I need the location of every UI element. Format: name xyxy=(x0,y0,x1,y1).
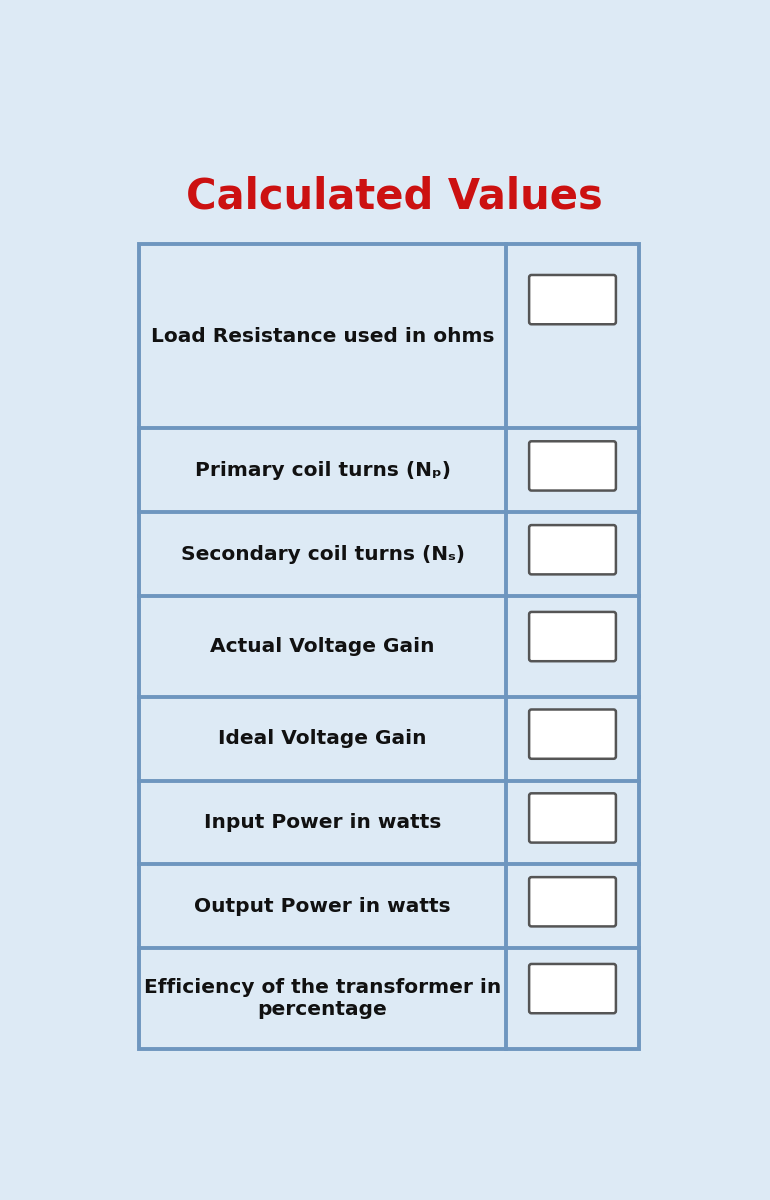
FancyBboxPatch shape xyxy=(529,793,616,842)
FancyBboxPatch shape xyxy=(529,709,616,758)
Text: Output Power in watts: Output Power in watts xyxy=(194,896,451,916)
FancyBboxPatch shape xyxy=(529,526,616,575)
FancyBboxPatch shape xyxy=(529,964,616,1013)
Text: Ideal Voltage Gain: Ideal Voltage Gain xyxy=(219,730,427,748)
Text: Load Resistance used in ohms: Load Resistance used in ohms xyxy=(151,326,494,346)
FancyBboxPatch shape xyxy=(529,612,616,661)
FancyBboxPatch shape xyxy=(529,442,616,491)
Text: Actual Voltage Gain: Actual Voltage Gain xyxy=(210,637,435,656)
Text: Primary coil turns (Nₚ): Primary coil turns (Nₚ) xyxy=(195,461,450,480)
Bar xyxy=(139,244,639,1049)
Text: Calculated Values: Calculated Values xyxy=(186,175,603,217)
Text: Secondary coil turns (Nₛ): Secondary coil turns (Nₛ) xyxy=(181,545,464,564)
Text: Input Power in watts: Input Power in watts xyxy=(204,812,441,832)
FancyBboxPatch shape xyxy=(529,877,616,926)
Text: Efficiency of the transformer in
percentage: Efficiency of the transformer in percent… xyxy=(144,978,501,1019)
FancyBboxPatch shape xyxy=(529,275,616,324)
